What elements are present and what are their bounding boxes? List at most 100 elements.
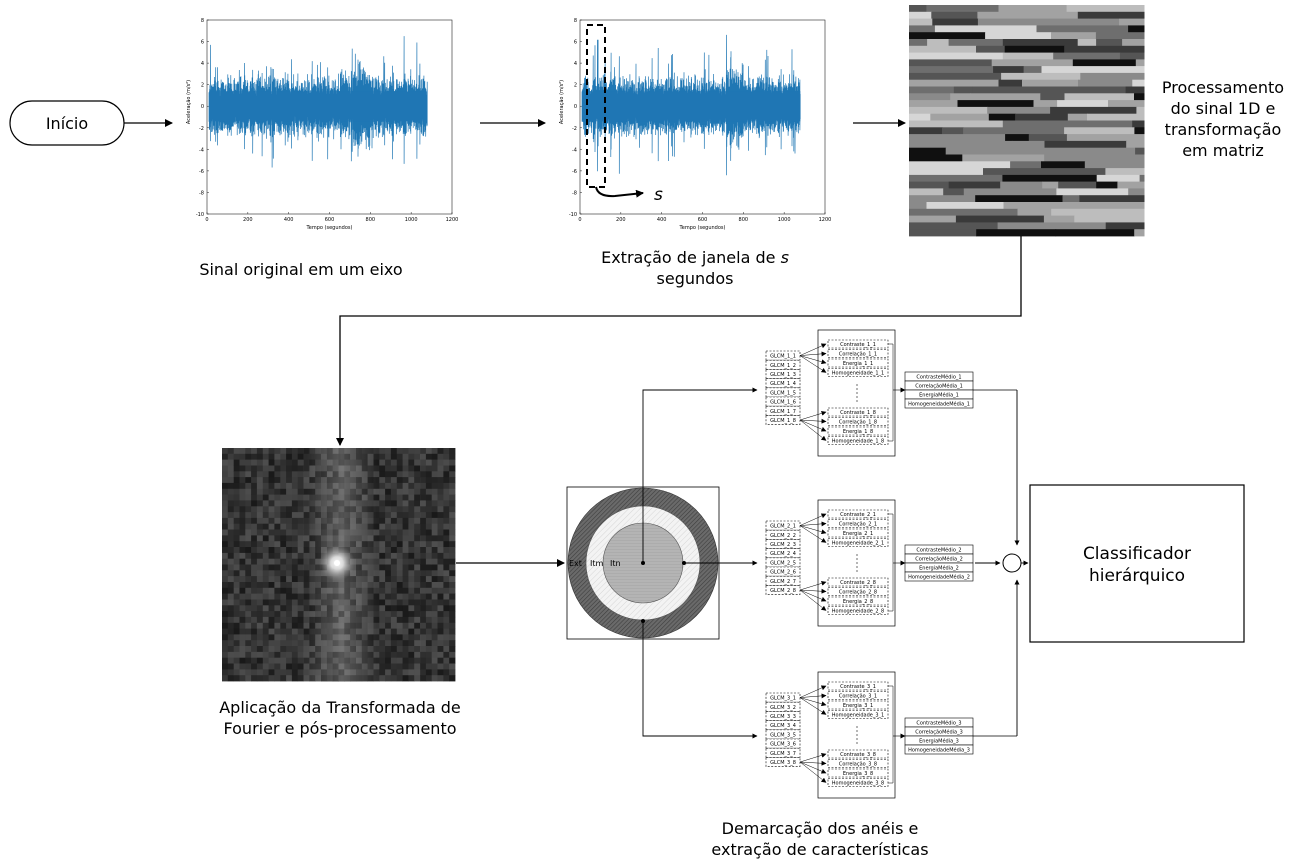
glcm-label: GLCM_3_7 [770, 751, 796, 757]
plot1-signal-band [209, 91, 428, 122]
feature-box [827, 426, 889, 436]
plot1-xtick: 800 [366, 217, 376, 223]
plot2-ytick: -6 [572, 169, 577, 175]
plot2-signal-band [582, 91, 801, 122]
plot1-ytick: 2 [201, 83, 204, 89]
classifier-box [1029, 484, 1245, 643]
glcm-label: GLCM_3_8 [770, 760, 796, 766]
classifier-label-line2: hierárquico [1089, 566, 1185, 586]
feature-box [827, 596, 889, 606]
glcm-label: GLCM_1_4 [770, 381, 796, 387]
plot1-xtick: 400 [284, 217, 294, 223]
summing-junction [1002, 553, 1022, 573]
feature-box [827, 417, 889, 426]
mean-feature-label: HomogeneidadeMédia_3 [908, 746, 970, 753]
connector-ring-3 [642, 621, 758, 739]
plot2-xtick: 600 [698, 217, 708, 223]
plot1-ytick: -8 [199, 190, 204, 196]
feature-label: Homogeneidade_2_8 [832, 609, 884, 615]
plot1-xtick: 1200 [446, 217, 459, 223]
glcm-label: GLCM_2_2 [770, 533, 796, 539]
mean-feature-label: EnergiaMédia_3 [919, 737, 959, 744]
plot1-ytick: 6 [201, 40, 204, 46]
mean-feature-box [904, 571, 974, 582]
caption-original-signal: Sinal original em um eixo [199, 260, 403, 279]
plot1-xtick: 1000 [405, 217, 418, 223]
feature-label: Energia_2_1 [843, 531, 873, 537]
mean-feature-label: ContrasteMédio_1 [916, 373, 961, 380]
feature-label: Energia_3_1 [843, 703, 873, 709]
caption-rings: Demarcação dos anéis e extração de carac… [670, 818, 970, 860]
window-arrow [595, 186, 644, 198]
glcm-label: GLCM_1_8 [770, 418, 796, 424]
plot2-xtick: 0 [578, 217, 581, 223]
feature-box [827, 778, 889, 787]
plot2-ytick: 0 [574, 104, 577, 110]
feature-groups: GLCM_1_1 GLCM_1_2 GLCM_1_3 GLCM_1_4 GLCM_1_5… [765, 329, 1017, 799]
feature-label: Energia_2_8 [843, 599, 873, 605]
classifier-label-line1: Classificador [1083, 544, 1191, 564]
feature-box [827, 538, 889, 547]
plot1-ytick: 0 [201, 104, 204, 110]
feature-box [827, 587, 889, 596]
plot2-ytick: 2 [574, 83, 577, 89]
plot1-ylabel: Aceleração (m/s²) [186, 80, 192, 124]
plot1-ytick: -10 [196, 212, 204, 218]
plot2-ytick: -10 [569, 212, 577, 218]
feature-label: Energia_3_8 [843, 771, 873, 777]
plot2-ytick: -4 [572, 147, 577, 153]
window-label: s [654, 185, 663, 205]
ring-ext-label: Ext [569, 559, 582, 568]
feature-label: Contraste_3_8 [840, 752, 876, 758]
caption-fft-line2: Fourier e pós-processamento [223, 719, 457, 738]
fft-spectrum-image [222, 448, 456, 682]
feature-box [827, 759, 889, 768]
feature-group-2: GLCM_2_1 GLCM_2_2 GLCM_2_3 GLCM_2_4 GLCM_2_5… [765, 499, 974, 627]
mean-feature-label: CorrelaçãoMédia_3 [915, 728, 963, 735]
glcm-label: GLCM_2_6 [770, 570, 796, 576]
glcm-label: GLCM_1_7 [770, 409, 796, 415]
plot2-ytick: 4 [574, 61, 577, 67]
mean-feature-label: ContrasteMédio_2 [916, 546, 961, 553]
caption-fft-line1: Aplicação da Transformada de [219, 698, 461, 717]
mean-feature-label: CorrelaçãoMédia_2 [915, 555, 963, 562]
feature-box [827, 700, 889, 710]
feature-label: Correlação_2_8 [839, 590, 877, 596]
caption-fft: Aplicação da Transformada de Fourier e p… [180, 697, 500, 739]
glcm-label: GLCM_1_1 [770, 354, 796, 360]
feature-label: Contraste_2_1 [840, 512, 876, 518]
feature-box [827, 749, 889, 759]
plot2-xtick: 800 [739, 217, 749, 223]
feature-label: Contraste_1_1 [840, 342, 876, 348]
feature-label: Energia_1_1 [843, 361, 873, 367]
mean-feature-label: CorrelaçãoMédia_1 [915, 382, 963, 389]
feature-label: Correlação_3_8 [839, 762, 877, 768]
feature-box [827, 710, 889, 719]
glcm-label: GLCM_1_2 [770, 363, 796, 369]
feature-group-3: GLCM_3_1 GLCM_3_2 GLCM_3_3 GLCM_3_4 GLCM_3_5… [765, 671, 1017, 799]
feature-box [827, 519, 889, 528]
feature-box [827, 577, 889, 587]
caption-window-line1: Extração de janela de [601, 248, 776, 267]
caption-window-line2: segundos [656, 269, 734, 288]
arrow-matrix-to-fft [336, 236, 1022, 446]
feature-label: Homogeneidade_1_8 [832, 439, 884, 445]
feature-label: Energia_1_8 [843, 429, 873, 435]
plot1-ytick: -4 [199, 147, 204, 153]
plot2-xtick: 1000 [778, 217, 791, 223]
caption-window-s: s [780, 248, 789, 267]
glcm-label: GLCM_2_4 [770, 551, 796, 557]
mean-feature-label: HomogeneidadeMédia_2 [908, 573, 970, 580]
feature-box [827, 768, 889, 778]
plot2-xtick: 400 [657, 217, 667, 223]
caption-matrix: Processamento do sinal 1D e transformaçã… [1148, 77, 1298, 161]
caption-matrix-line3: transformação [1164, 120, 1282, 139]
mean-feature-box [904, 744, 974, 755]
plot2-ylabel: Aceleração (m/s²) [559, 80, 565, 124]
glcm-label: GLCM_1_3 [770, 372, 796, 378]
feature-box [827, 606, 889, 615]
